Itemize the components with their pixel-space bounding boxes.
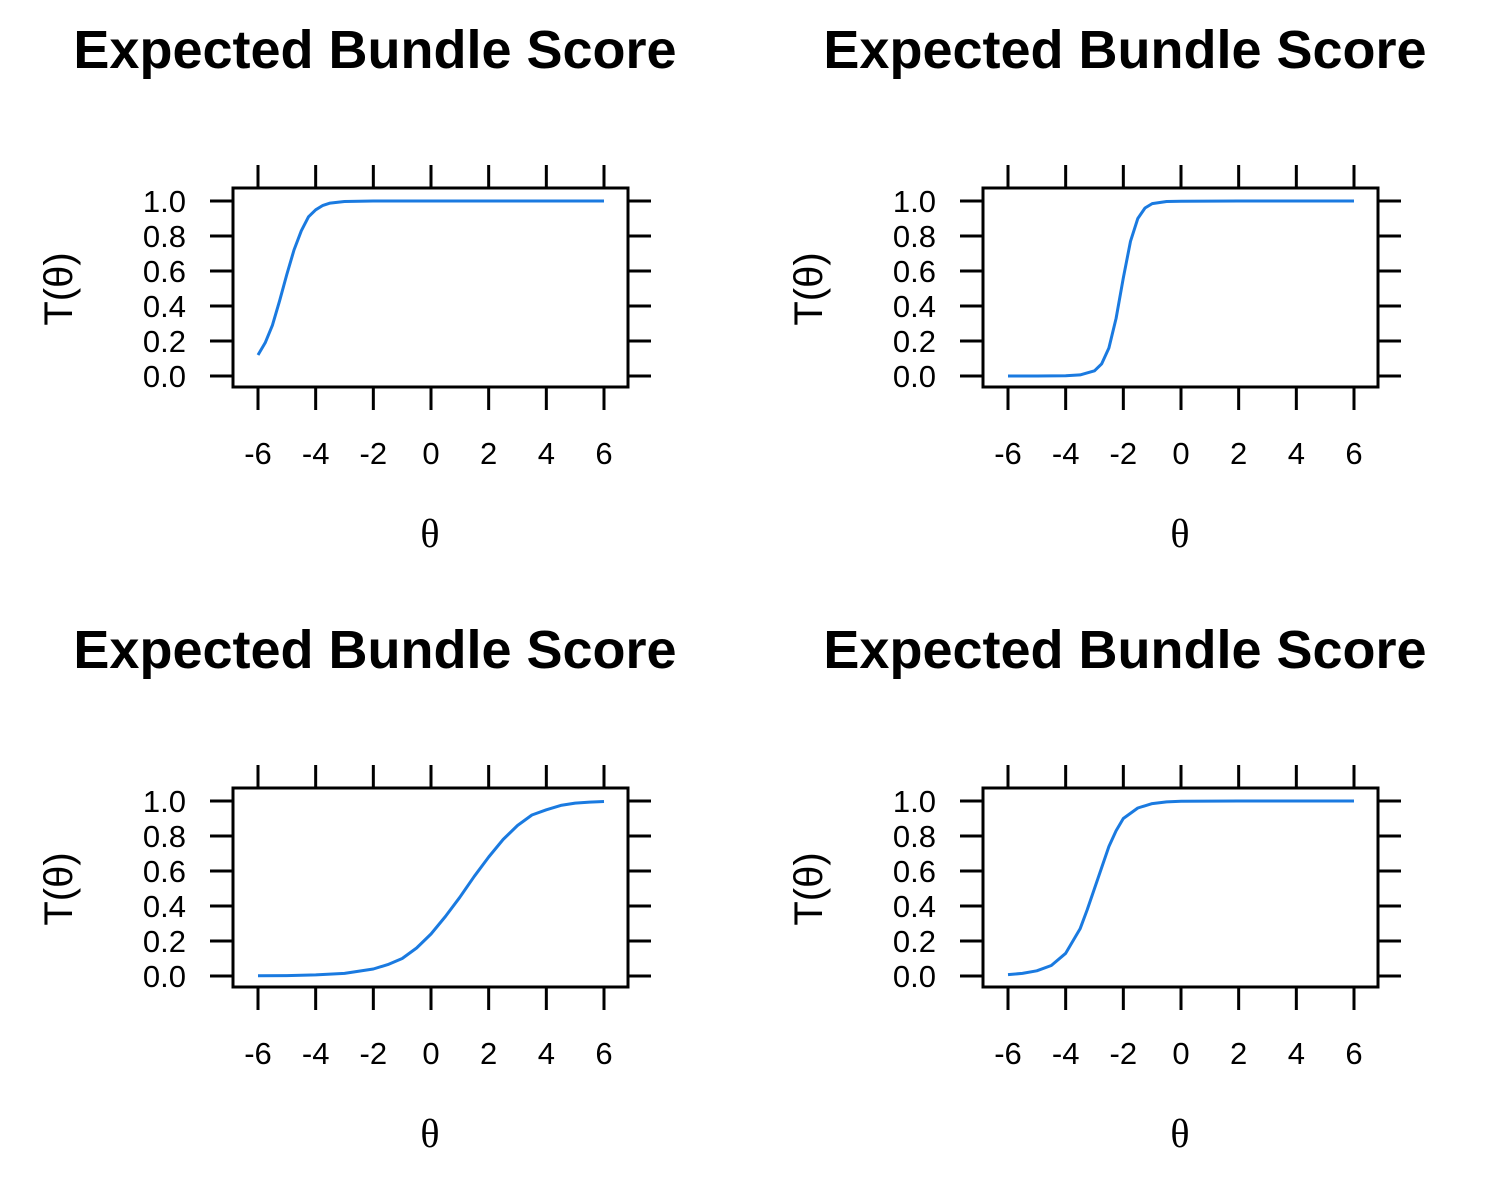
x-tick-label: 4 [1288,1036,1305,1071]
x-tick-label: -2 [360,1036,388,1071]
x-tick-label: 6 [1345,436,1362,471]
y-tick-label: 0.4 [143,289,186,324]
y-tick-label: 0.8 [893,819,936,854]
y-tick-label: 0.0 [893,959,936,994]
chart-panel-1: Expected Bundle Score -6 -4 -2 0 2 4 6 0.00.20.4… [37,20,677,556]
x-axis-label: θ [420,511,439,556]
y-tick-label: 0.0 [143,959,186,994]
x-tick-label: 4 [538,436,555,471]
x-tick-label: 0 [422,1036,439,1071]
x-tick-label: -2 [1110,1036,1138,1071]
y-tick-label: 0.2 [893,924,936,959]
y-tick-label: 0.6 [893,854,936,889]
y-tick-label: 0.8 [143,219,186,254]
y-tick-label: 0.0 [143,359,186,394]
x-tick-label: -2 [360,436,388,471]
y-tick-label: 0.2 [893,324,936,359]
plot-area [981,786,1380,989]
series-line [1008,199,1354,378]
x-tick-label: -6 [994,1036,1022,1071]
plot-area [981,186,1380,389]
x-tick-label: 6 [595,436,612,471]
x-axis-label: θ [420,1111,439,1156]
series-line [256,199,604,356]
x-tick-label: 2 [480,1036,497,1071]
x-tick-label: -4 [1052,436,1080,471]
chart-panel-2: Expected Bundle Score -6 -4 -2 0 2 4 6 0.00.20.4… [787,20,1427,556]
x-tick-label: -6 [994,436,1022,471]
chart-panel-3: Expected Bundle Score -6 -4 -2 0 2 4 6 0.00.20.4… [37,620,677,1156]
plot-area [231,186,630,389]
y-tick-label: 0.8 [143,819,186,854]
y-axis-label: T(θ) [787,252,831,325]
x-tick-label: 4 [538,1036,555,1071]
x-tick-label: 2 [1230,1036,1247,1071]
x-tick-label: 2 [480,436,497,471]
x-tick-label: 2 [1230,436,1247,471]
y-axis-label: T(θ) [37,852,81,925]
y-tick-label: 0.8 [893,219,936,254]
x-tick-label: 6 [1345,1036,1362,1071]
y-tick-label: 0.6 [143,854,186,889]
y-tick-label: 0.6 [893,254,936,289]
y-tick-label: 1.0 [143,784,186,819]
x-axis-label: θ [1170,511,1189,556]
x-tick-label: -6 [244,1036,272,1071]
x-axis-label: θ [1170,1111,1189,1156]
y-tick-label: 0.4 [143,889,186,924]
series-line [257,800,605,978]
y-tick-label: 0.2 [143,324,186,359]
x-tick-label: -4 [1052,1036,1080,1071]
x-tick-label: 0 [1172,436,1189,471]
y-tick-label: 0.6 [143,254,186,289]
x-tick-label: -2 [1110,436,1138,471]
chart-title: Expected Bundle Score [823,20,1426,80]
x-tick-label: -6 [244,436,272,471]
chart-title: Expected Bundle Score [73,620,676,680]
x-tick-label: 0 [1172,1036,1189,1071]
y-axis-label: T(θ) [37,252,81,325]
y-tick-label: 0.0 [893,359,936,394]
series-line [1007,799,1354,977]
y-tick-label: 1.0 [143,184,186,219]
y-tick-label: 1.0 [893,784,936,819]
y-tick-label: 0.4 [893,889,936,924]
y-tick-label: 1.0 [893,184,936,219]
y-tick-label: 0.4 [893,289,936,324]
x-tick-label: -4 [302,436,330,471]
x-tick-label: 4 [1288,436,1305,471]
y-axis-label: T(θ) [787,852,831,925]
chart-panel-4: Expected Bundle Score -6 -4 -2 0 2 4 6 0.00.20.4… [787,620,1427,1156]
x-tick-label: 0 [422,436,439,471]
chart-title: Expected Bundle Score [73,20,676,80]
plot-area [231,786,630,989]
chart-title: Expected Bundle Score [823,620,1426,680]
y-tick-label: 0.2 [143,924,186,959]
x-tick-label: -4 [302,1036,330,1071]
x-tick-label: 6 [595,1036,612,1071]
